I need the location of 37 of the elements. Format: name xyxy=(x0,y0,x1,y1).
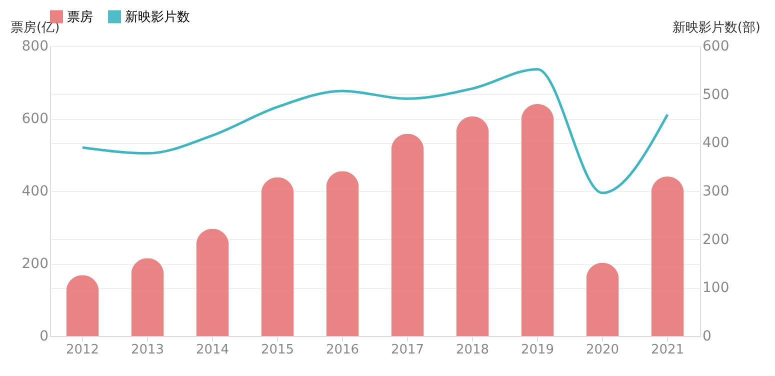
y2-tick-label: 0 xyxy=(702,328,712,344)
bar xyxy=(456,116,489,336)
x-tick-label: 2019 xyxy=(520,342,554,358)
y2-tick-label: 400 xyxy=(702,135,730,152)
x-tick-label: 2013 xyxy=(130,342,164,358)
bar xyxy=(391,134,424,336)
x-tick-label: 2020 xyxy=(586,342,620,358)
bar xyxy=(521,104,554,336)
y2-tick-label: 500 xyxy=(702,86,730,103)
bar xyxy=(261,177,294,336)
bar xyxy=(326,171,359,336)
y-tick-label: 800 xyxy=(22,38,48,54)
y2-tick-label: 100 xyxy=(702,280,730,296)
x-tick-label: 2018 xyxy=(456,342,490,358)
bar xyxy=(131,258,164,336)
bar xyxy=(651,176,684,336)
x-tick-label: 2016 xyxy=(326,342,360,358)
legend-label: 新映影片数 xyxy=(125,10,190,25)
x-tick-label: 2017 xyxy=(390,342,424,358)
legend-label: 票房 xyxy=(67,8,93,25)
y2-axis-title: 新映影片数(部) xyxy=(672,20,760,36)
bar xyxy=(586,262,619,336)
y2-tick-label: 300 xyxy=(702,184,730,200)
y2-tick-label: 600 xyxy=(702,38,730,54)
x-tick-label: 2012 xyxy=(66,342,100,358)
bar xyxy=(66,275,99,336)
y-tick-label: 600 xyxy=(22,111,48,127)
x-tick-label: 2015 xyxy=(260,342,294,358)
y-tick-label: 0 xyxy=(40,328,48,344)
y-tick-label: 400 xyxy=(22,184,48,200)
bar xyxy=(196,228,229,336)
x-tick-label: 2021 xyxy=(650,342,684,358)
line-series xyxy=(81,68,669,194)
x-tick-label: 2014 xyxy=(196,342,230,358)
y-tick-label: 200 xyxy=(22,256,48,272)
y-axis-title: 票房(亿) xyxy=(10,20,60,36)
y2-tick-label: 200 xyxy=(702,232,730,248)
